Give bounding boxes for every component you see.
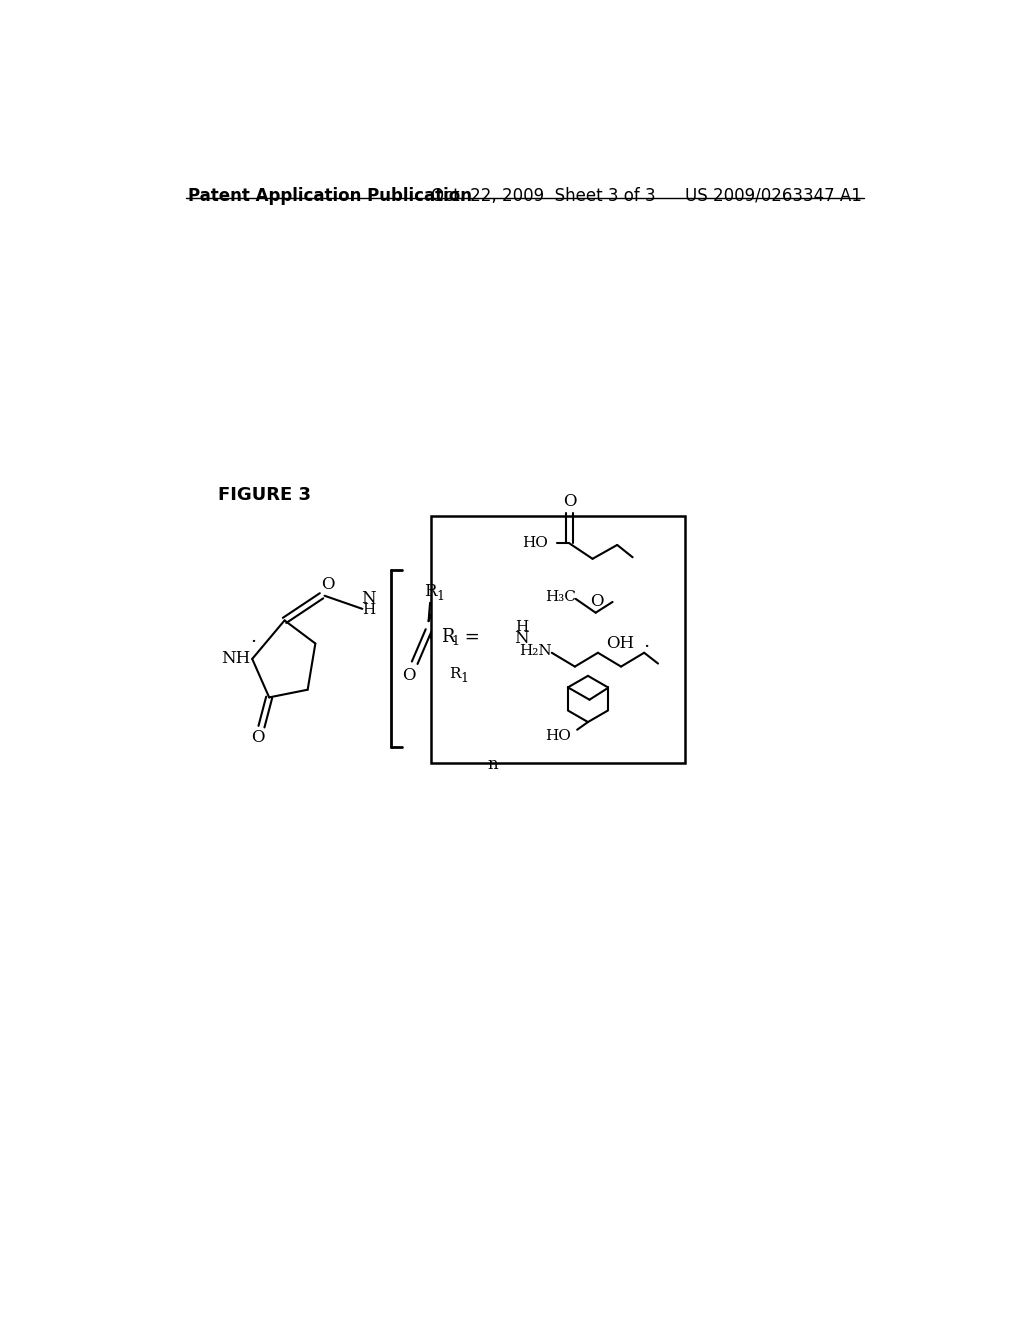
Text: O: O [401, 667, 416, 684]
Text: Oct. 22, 2009  Sheet 3 of 3: Oct. 22, 2009 Sheet 3 of 3 [431, 187, 655, 205]
Text: H₂N: H₂N [519, 644, 552, 659]
Text: O: O [321, 577, 335, 594]
Text: N: N [514, 631, 529, 647]
Text: H: H [361, 603, 375, 616]
Text: 1: 1 [452, 635, 460, 648]
Text: NH: NH [220, 651, 250, 668]
Text: O: O [251, 729, 264, 746]
Text: FIGURE 3: FIGURE 3 [217, 486, 310, 504]
Text: Patent Application Publication: Patent Application Publication [188, 187, 472, 205]
Text: R: R [449, 668, 461, 681]
Text: N: N [361, 590, 376, 607]
Text: HO: HO [522, 536, 548, 550]
Text: ·: · [251, 634, 257, 651]
Text: HO: HO [545, 729, 571, 743]
Text: 1: 1 [437, 590, 444, 603]
Text: OH: OH [606, 635, 634, 652]
Text: H₃C: H₃C [545, 590, 575, 605]
Text: .: . [643, 634, 649, 651]
Text: O: O [591, 594, 604, 610]
Text: US 2009/0263347 A1: US 2009/0263347 A1 [685, 187, 862, 205]
Bar [431, 516, 685, 763]
Text: 1: 1 [461, 672, 469, 685]
Text: n: n [487, 756, 499, 774]
Text: R: R [441, 628, 455, 647]
Text: =: = [459, 628, 479, 647]
Text: H: H [515, 619, 528, 634]
Text: O: O [563, 492, 577, 510]
Text: R: R [424, 583, 436, 601]
